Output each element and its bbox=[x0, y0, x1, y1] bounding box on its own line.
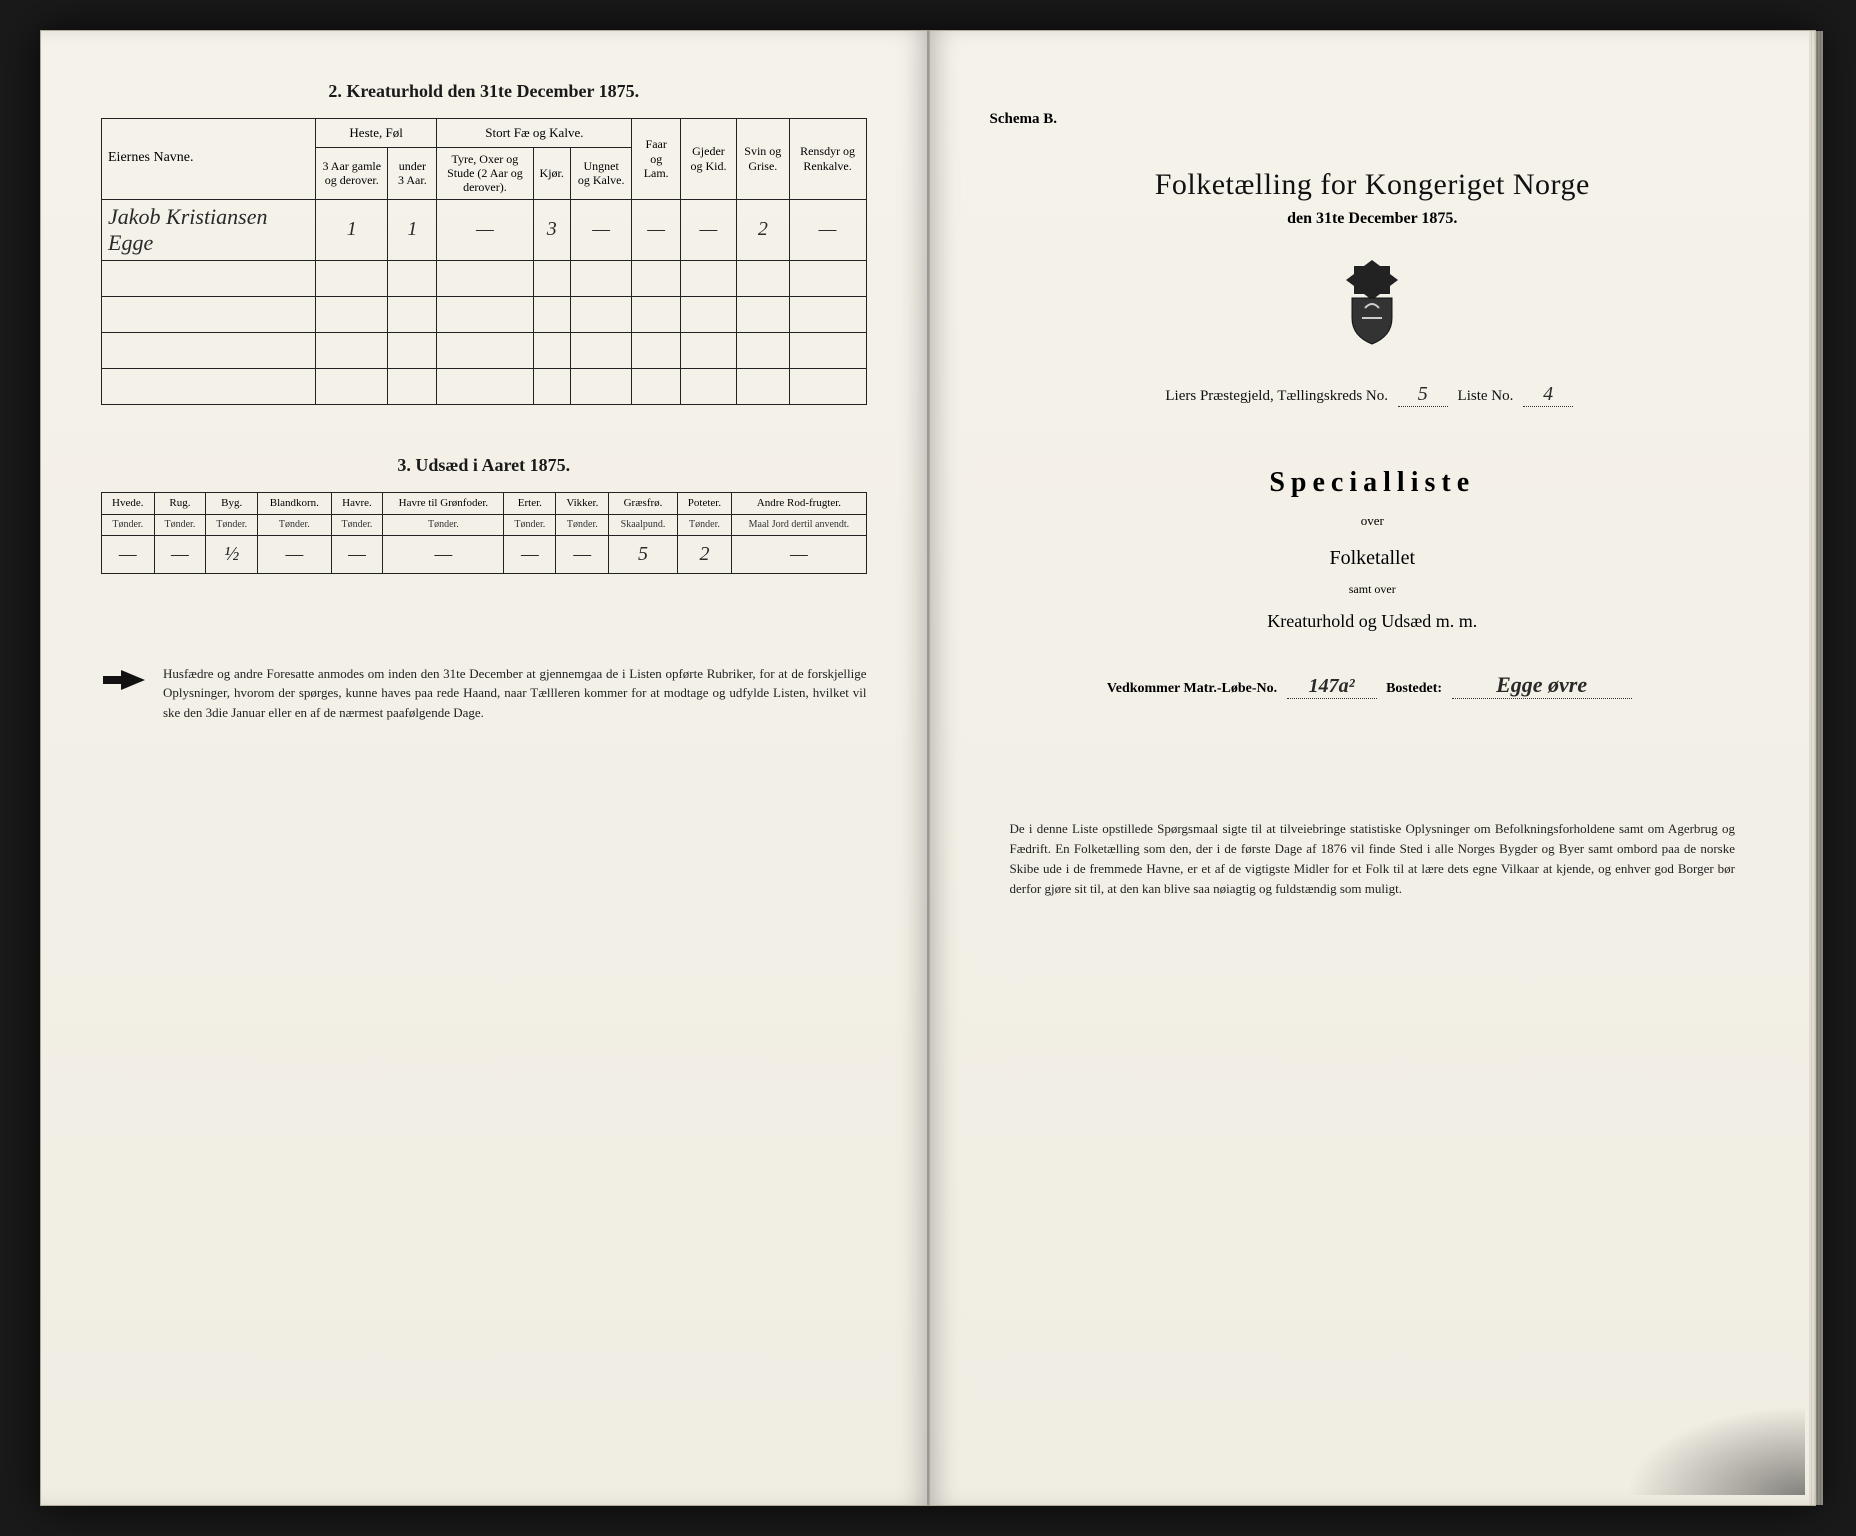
th-sub: Skaalpund. bbox=[609, 514, 677, 535]
right-page: Schema B. Folketælling for Kongeriget No… bbox=[929, 30, 1817, 1506]
table-row bbox=[102, 296, 867, 332]
th-reindeer: Rensdyr og Renkalve. bbox=[789, 119, 866, 200]
left-page: 2. Kreaturhold den 31te December 1875. E… bbox=[40, 30, 929, 1506]
th-cattle: Stort Fæ og Kalve. bbox=[437, 119, 632, 148]
matr-no: 147a² bbox=[1287, 675, 1377, 699]
cell: — bbox=[732, 535, 866, 573]
cell: — bbox=[258, 535, 331, 573]
th: Byg. bbox=[206, 492, 258, 514]
cell: — bbox=[437, 199, 533, 260]
footnote-text: Husfædre og andre Foresatte anmodes om i… bbox=[163, 664, 867, 723]
cell: — bbox=[504, 535, 556, 573]
th-horse-old: 3 Aar gamle og derover. bbox=[316, 147, 388, 199]
th: Havre. bbox=[331, 492, 383, 514]
line-prefix: Liers Præstegjeld, Tællingskreds No. bbox=[1165, 388, 1388, 404]
cell: 2 bbox=[677, 535, 732, 573]
th-young-cattle: Ungnet og Kalve. bbox=[570, 147, 632, 199]
samt-label: samt over bbox=[990, 582, 1756, 597]
census-date: den 31te December 1875. bbox=[990, 210, 1756, 228]
cell: 1 bbox=[388, 199, 437, 260]
th: Erter. bbox=[504, 492, 556, 514]
th-horse-young: under 3 Aar. bbox=[388, 147, 437, 199]
section2-title: 2. Kreaturhold den 31te December 1875. bbox=[101, 81, 867, 102]
line-mid: Liste No. bbox=[1458, 388, 1514, 404]
th-sub: Tønder. bbox=[102, 514, 155, 535]
th: Rug. bbox=[154, 492, 206, 514]
th-horses: Heste, Føl bbox=[316, 119, 437, 148]
table-row bbox=[102, 368, 867, 404]
cell: — bbox=[331, 535, 383, 573]
th-sub: Tønder. bbox=[504, 514, 556, 535]
th-sub: Maal Jord dertil anvendt. bbox=[732, 514, 866, 535]
th: Græsfrø. bbox=[609, 492, 677, 514]
matr-line: Vedkommer Matr.-Løbe-No. 147a² Bostedet:… bbox=[990, 672, 1756, 699]
th-goats: Gjeder og Kid. bbox=[680, 119, 736, 200]
book-spread: 2. Kreaturhold den 31te December 1875. E… bbox=[40, 30, 1816, 1506]
page-stack-edge bbox=[1809, 31, 1823, 1505]
cell: ½ bbox=[206, 535, 258, 573]
corner-shadow bbox=[1625, 1405, 1805, 1495]
matr-place: Egge øvre bbox=[1452, 672, 1632, 699]
left-footnote: Husfædre og andre Foresatte anmodes om i… bbox=[101, 664, 867, 723]
th-sub: Tønder. bbox=[556, 514, 609, 535]
schema-label: Schema B. bbox=[990, 111, 1756, 128]
section3-title: 3. Udsæd i Aaret 1875. bbox=[101, 455, 867, 476]
th: Poteter. bbox=[677, 492, 732, 514]
census-title: Folketælling for Kongeriget Norge bbox=[990, 168, 1756, 202]
matr-mid: Bostedet: bbox=[1386, 681, 1442, 696]
cell: — bbox=[632, 199, 680, 260]
cell: — bbox=[383, 535, 504, 573]
th: Vikker. bbox=[556, 492, 609, 514]
th: Blandkorn. bbox=[258, 492, 331, 514]
cell: 2 bbox=[736, 199, 789, 260]
pointing-hand-icon bbox=[101, 664, 149, 723]
th: Havre til Grønfoder. bbox=[383, 492, 504, 514]
liste-no: 4 bbox=[1523, 383, 1573, 407]
cell: 3 bbox=[533, 199, 570, 260]
coat-of-arms-icon bbox=[990, 258, 1756, 353]
livestock-table: Eiernes Navne. Heste, Føl Stort Fæ og Ka… bbox=[101, 118, 867, 405]
cell: — bbox=[154, 535, 206, 573]
th-cows: Kjør. bbox=[533, 147, 570, 199]
th-sub: Tønder. bbox=[206, 514, 258, 535]
th-sub: Tønder. bbox=[331, 514, 383, 535]
cell: — bbox=[680, 199, 736, 260]
over-label: over bbox=[990, 513, 1756, 529]
table-row: Jakob Kristiansen Egge 1 1 — 3 — — — 2 — bbox=[102, 199, 867, 260]
cell: — bbox=[102, 535, 155, 573]
th-bulls: Tyre, Oxer og Stude (2 Aar og derover). bbox=[437, 147, 533, 199]
cell-owner: Jakob Kristiansen Egge bbox=[102, 199, 316, 260]
th-sub: Tønder. bbox=[258, 514, 331, 535]
th-sub: Tønder. bbox=[154, 514, 206, 535]
cell: — bbox=[789, 199, 866, 260]
matr-prefix: Vedkommer Matr.-Løbe-No. bbox=[1107, 681, 1277, 696]
th-sub: Tønder. bbox=[677, 514, 732, 535]
kreds-no: 5 bbox=[1398, 383, 1448, 407]
th-pigs: Svin og Grise. bbox=[736, 119, 789, 200]
cell: — bbox=[556, 535, 609, 573]
sowing-table: Hvede. Rug. Byg. Blandkorn. Havre. Havre… bbox=[101, 492, 867, 574]
folketallet-label: Folketallet bbox=[990, 547, 1756, 570]
th-owner: Eiernes Navne. bbox=[102, 119, 316, 200]
cell: 1 bbox=[316, 199, 388, 260]
kreaturhold-label: Kreaturhold og Udsæd m. m. bbox=[990, 611, 1756, 632]
right-paragraph: De i denne Liste opstillede Spørgsmaal s… bbox=[990, 819, 1756, 900]
th-sub: Tønder. bbox=[383, 514, 504, 535]
cell: — bbox=[570, 199, 632, 260]
table-row bbox=[102, 332, 867, 368]
district-line: Liers Præstegjeld, Tællingskreds No. 5 L… bbox=[990, 383, 1756, 407]
table-row bbox=[102, 260, 867, 296]
cell: 5 bbox=[609, 535, 677, 573]
specialliste-heading: Specialliste bbox=[990, 467, 1756, 499]
th-sheep: Faar og Lam. bbox=[632, 119, 680, 200]
th: Hvede. bbox=[102, 492, 155, 514]
th: Andre Rod-frugter. bbox=[732, 492, 866, 514]
table-row: — — ½ — — — — — 5 2 — bbox=[102, 535, 867, 573]
